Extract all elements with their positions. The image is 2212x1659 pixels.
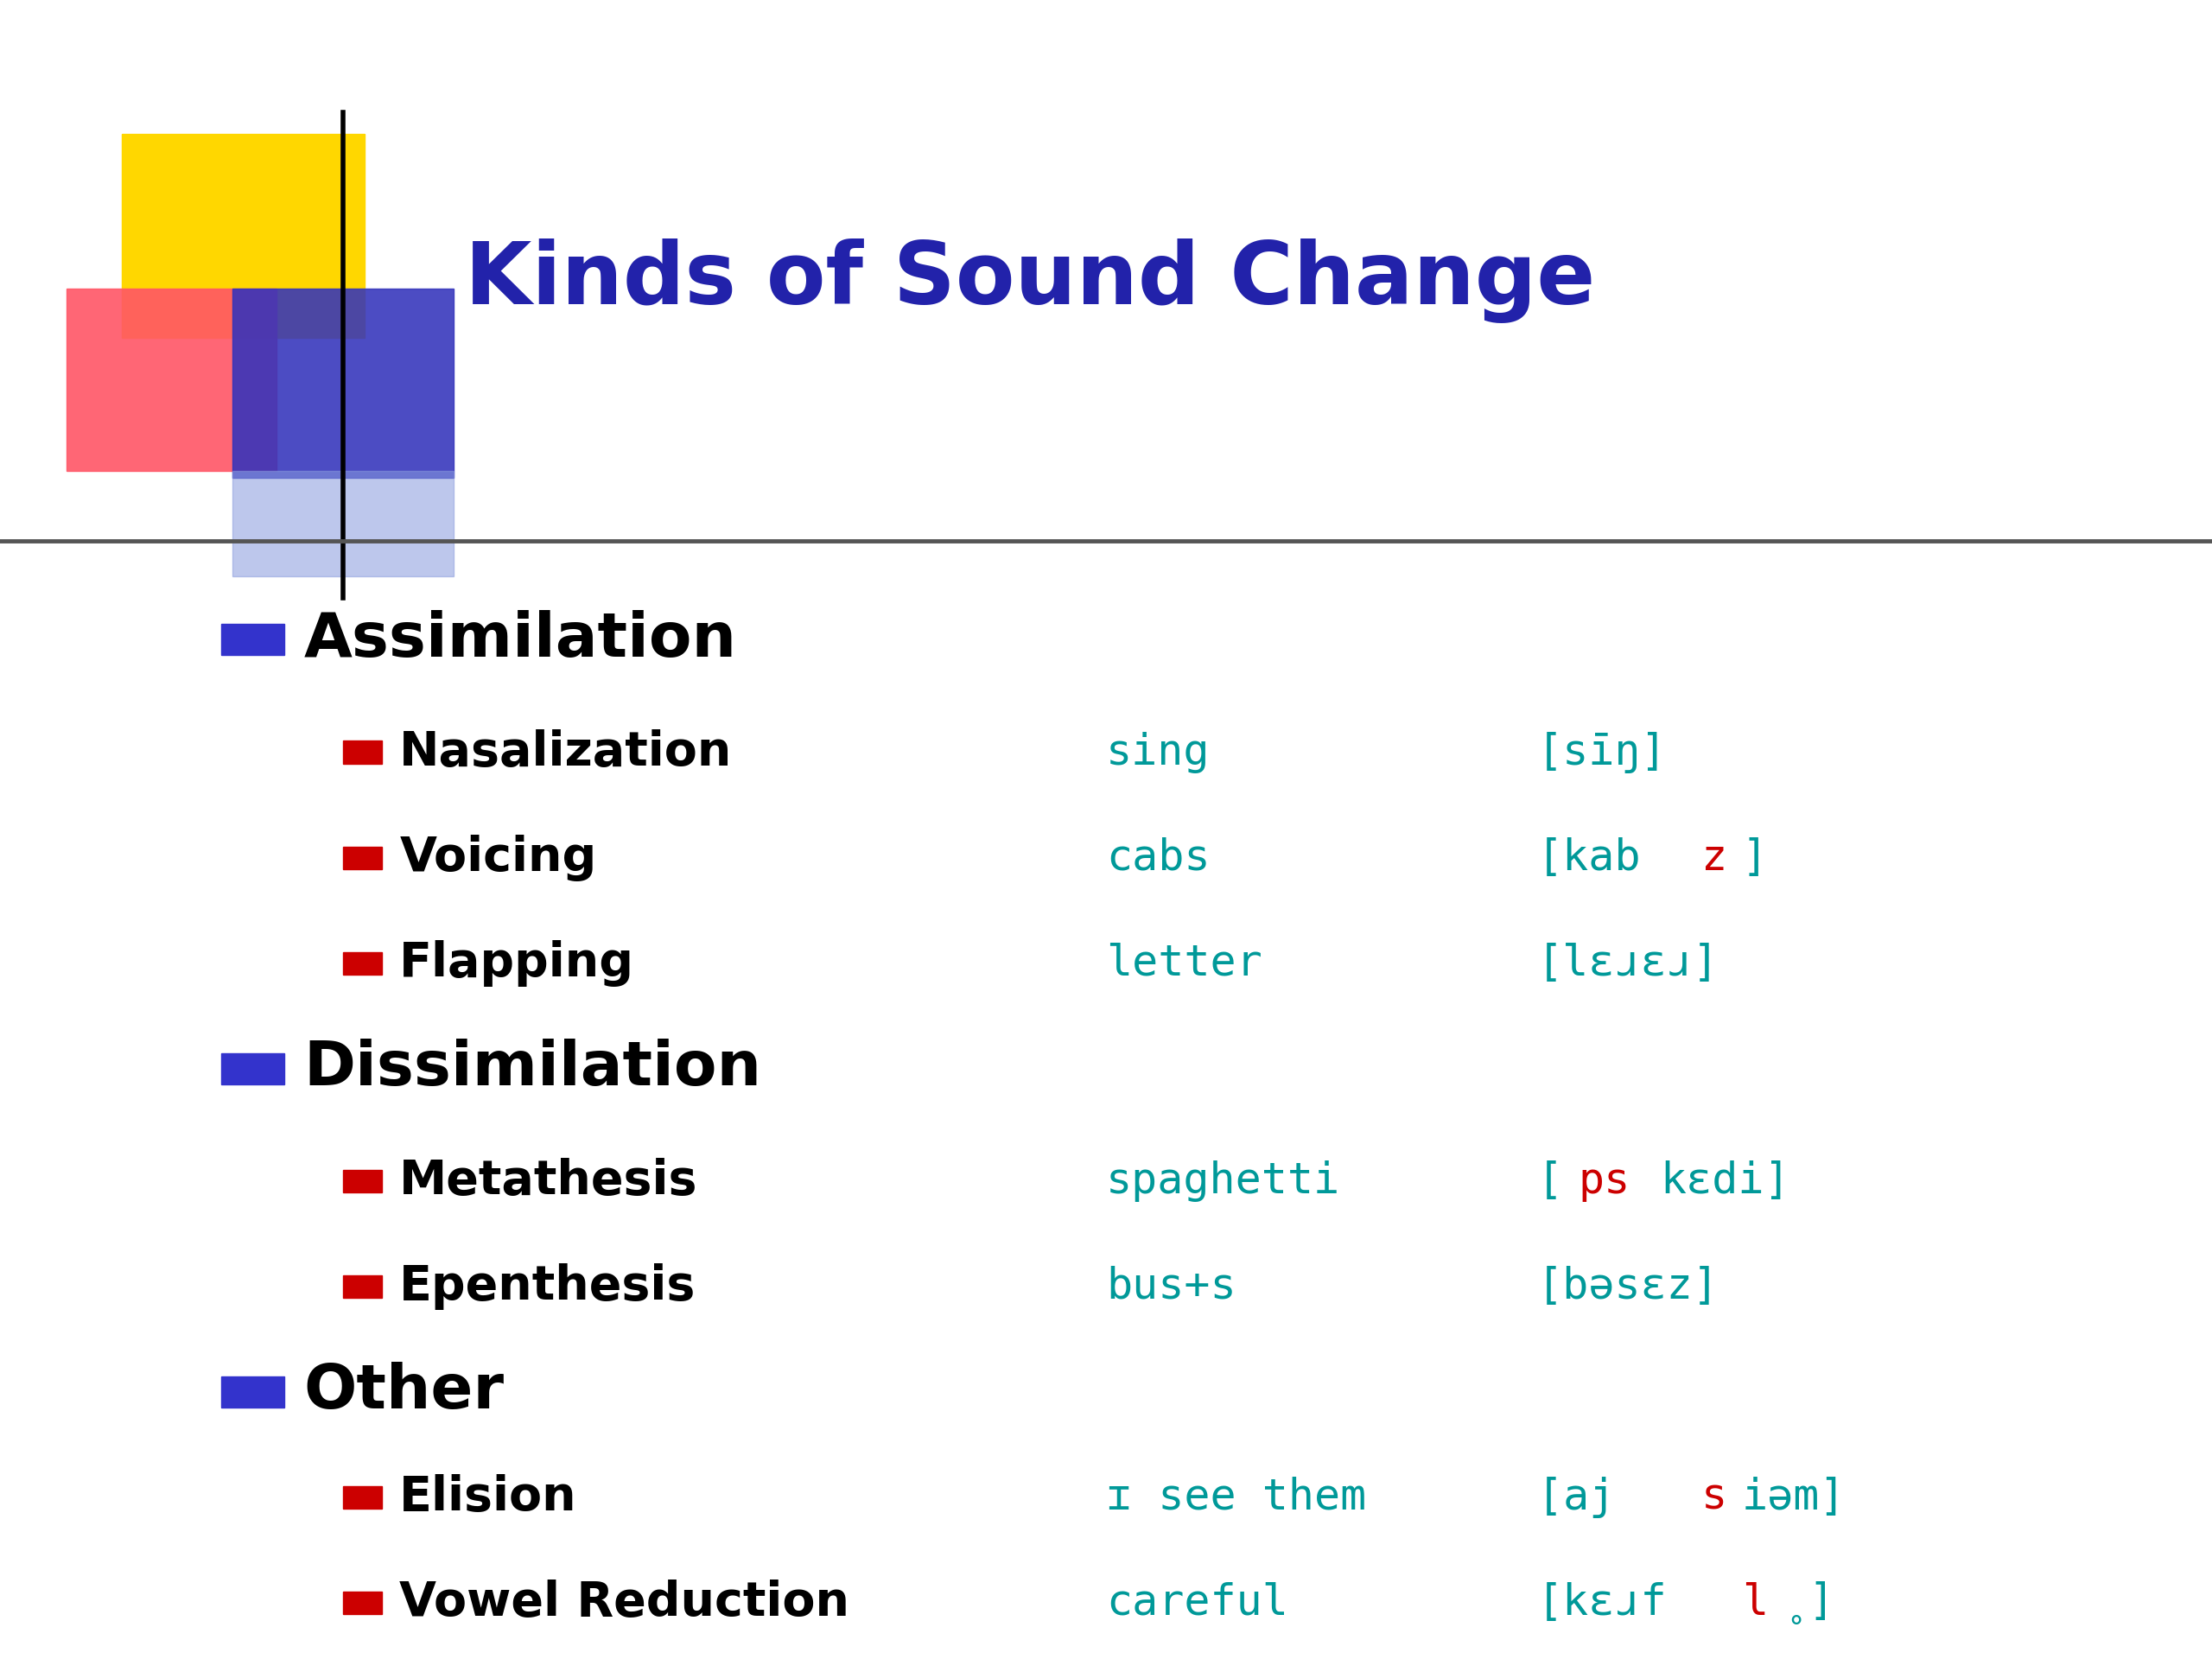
- Text: s: s: [1701, 1477, 1728, 1518]
- Text: Flapping: Flapping: [400, 939, 635, 987]
- Bar: [66, 289, 276, 471]
- Text: ɪ see them: ɪ see them: [1106, 1477, 1367, 1518]
- Bar: [221, 1053, 285, 1083]
- Text: ̥]: ̥]: [1783, 1581, 1836, 1624]
- Text: ps: ps: [1577, 1160, 1630, 1201]
- Bar: [232, 289, 453, 478]
- Bar: [232, 471, 453, 576]
- Text: Assimilation: Assimilation: [303, 611, 737, 670]
- Text: [sīŋ]: [sīŋ]: [1537, 732, 1668, 773]
- Text: Kinds of Sound Change: Kinds of Sound Change: [465, 239, 1595, 324]
- Bar: [343, 846, 383, 869]
- Text: ]: ]: [1741, 836, 1767, 878]
- Text: [lɛɹɛɹ]: [lɛɹɛɹ]: [1537, 942, 1719, 984]
- Text: [: [: [1537, 1160, 1564, 1201]
- Bar: [343, 1591, 383, 1614]
- Text: bus+s: bus+s: [1106, 1266, 1237, 1307]
- Bar: [221, 624, 285, 655]
- Text: [aj: [aj: [1537, 1477, 1641, 1518]
- Text: Elision: Elision: [400, 1473, 577, 1521]
- Bar: [221, 1377, 285, 1407]
- Text: [kab: [kab: [1537, 836, 1641, 878]
- Text: z: z: [1701, 836, 1728, 878]
- Bar: [343, 952, 383, 974]
- Text: kɛdi]: kɛdi]: [1659, 1160, 1790, 1201]
- Bar: [343, 742, 383, 763]
- Text: Other: Other: [303, 1362, 504, 1422]
- Text: cabs: cabs: [1106, 836, 1210, 878]
- Text: Metathesis: Metathesis: [400, 1158, 699, 1204]
- Text: Vowel Reduction: Vowel Reduction: [400, 1579, 849, 1626]
- Text: letter: letter: [1106, 942, 1263, 984]
- Text: Voicing: Voicing: [400, 834, 597, 881]
- Text: Epenthesis: Epenthesis: [400, 1262, 697, 1309]
- Bar: [122, 134, 365, 337]
- Text: [bəsɛz]: [bəsɛz]: [1537, 1266, 1719, 1307]
- Text: spaghetti: spaghetti: [1106, 1160, 1340, 1201]
- Bar: [343, 1170, 383, 1193]
- Bar: [343, 1486, 383, 1508]
- Text: iəm]: iəm]: [1741, 1477, 1847, 1518]
- Text: careful: careful: [1106, 1583, 1287, 1624]
- Text: Nasalization: Nasalization: [400, 728, 732, 775]
- Text: l: l: [1743, 1583, 1767, 1624]
- Text: [kɛɹf: [kɛɹf: [1537, 1583, 1668, 1624]
- Bar: [343, 1276, 383, 1297]
- Text: sing: sing: [1106, 732, 1210, 773]
- Text: Dissimilation: Dissimilation: [303, 1039, 761, 1098]
